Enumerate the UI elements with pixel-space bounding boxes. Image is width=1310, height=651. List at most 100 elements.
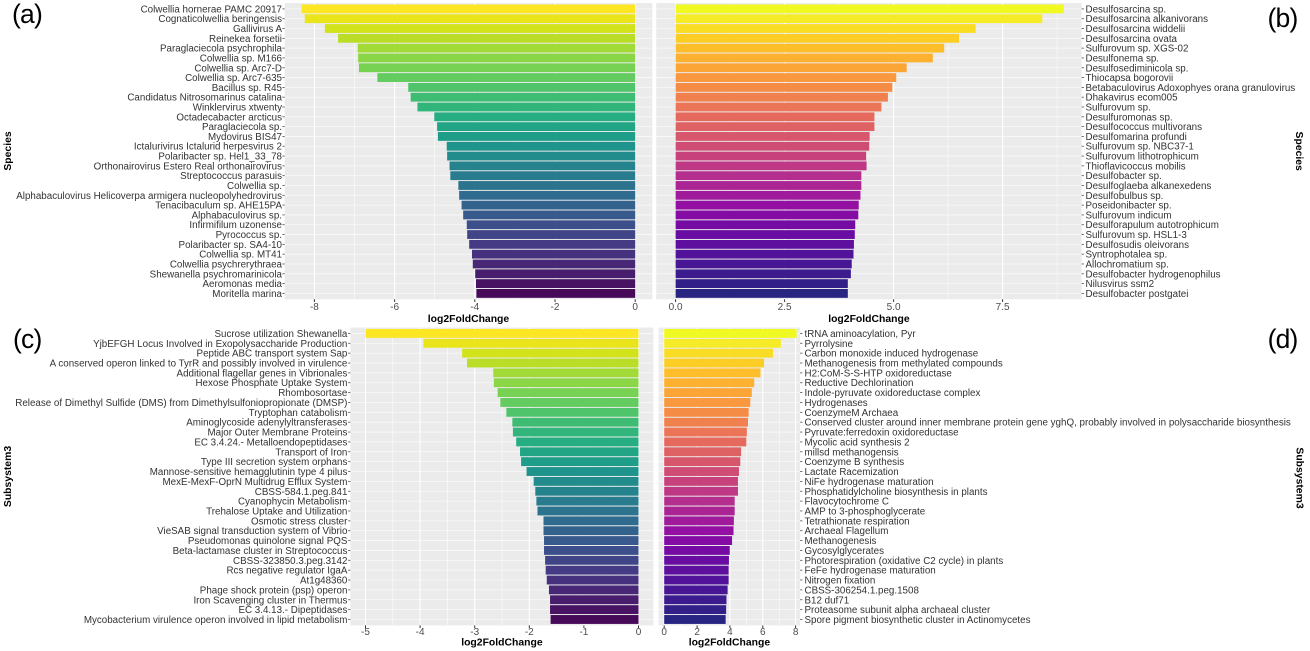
svg-text:Desulfosarcina alkanivorans: Desulfosarcina alkanivorans bbox=[1086, 14, 1209, 25]
svg-text:Archaeal Flagellum: Archaeal Flagellum bbox=[805, 526, 889, 537]
svg-text:Desulfococcus multivorans: Desulfococcus multivorans bbox=[1086, 122, 1203, 133]
svg-text:Methanogenesis: Methanogenesis bbox=[805, 536, 877, 547]
svg-text:MexE-MexF-OprN Multidrug Efflu: MexE-MexF-OprN Multidrug Efflux System bbox=[162, 477, 347, 488]
svg-text:log2FoldChange: log2FoldChange bbox=[828, 314, 910, 325]
svg-text:Iron Scavenging cluster in The: Iron Scavenging cluster in Thermus bbox=[193, 595, 347, 606]
svg-text:Paraglaciecola psychrophila: Paraglaciecola psychrophila bbox=[160, 44, 283, 55]
svg-text:5.0: 5.0 bbox=[887, 302, 901, 313]
svg-text:Desulfonema sp.: Desulfonema sp. bbox=[1086, 53, 1160, 64]
svg-text:Desulfosudis oleivorans: Desulfosudis oleivorans bbox=[1086, 240, 1190, 251]
svg-text:-4: -4 bbox=[470, 302, 479, 313]
svg-text:Streptococcus parasuis: Streptococcus parasuis bbox=[180, 171, 282, 182]
svg-text:Octadecabacter arcticus: Octadecabacter arcticus bbox=[176, 112, 282, 123]
svg-text:Shewanella psychromarinicola: Shewanella psychromarinicola bbox=[150, 269, 283, 280]
svg-text:millsd methanogensis: millsd methanogensis bbox=[805, 447, 899, 458]
svg-text:Reductive Dechlorination: Reductive Dechlorination bbox=[805, 378, 914, 389]
svg-text:Colwellia sp. Arc7-D: Colwellia sp. Arc7-D bbox=[194, 63, 282, 74]
svg-text:Rcs negative regulator IgaA: Rcs negative regulator IgaA bbox=[226, 566, 347, 577]
svg-text:CBSS-306254.1.peg.1508: CBSS-306254.1.peg.1508 bbox=[805, 585, 920, 596]
svg-text:Mycolic acid synthesis 2: Mycolic acid synthesis 2 bbox=[805, 437, 910, 448]
svg-text:Dhakavirus ecom005: Dhakavirus ecom005 bbox=[1086, 93, 1179, 104]
svg-text:Aminoglycoside adenylyltransfe: Aminoglycoside adenylyltransferases bbox=[186, 418, 347, 429]
svg-text:Species: Species bbox=[1293, 132, 1304, 172]
svg-text:log2FoldChange: log2FoldChange bbox=[428, 314, 510, 325]
svg-text:Desulfobacter sp.: Desulfobacter sp. bbox=[1086, 171, 1162, 182]
svg-text:Indole-pyruvate oxidoreductase: Indole-pyruvate oxidoreductase complex bbox=[805, 388, 981, 399]
svg-text:H2:CoM-S-S-HTP oxidoreductase: H2:CoM-S-S-HTP oxidoreductase bbox=[805, 368, 953, 379]
svg-text:Winklervirus xtwenty: Winklervirus xtwenty bbox=[193, 103, 282, 114]
svg-text:6: 6 bbox=[760, 627, 766, 638]
svg-text:Trehalose Uptake and Utilizati: Trehalose Uptake and Utilization bbox=[206, 506, 347, 517]
svg-text:Nitrogen fixation: Nitrogen fixation bbox=[805, 576, 876, 587]
svg-text:Osmotic stress cluster: Osmotic stress cluster bbox=[251, 516, 348, 527]
svg-text:-2: -2 bbox=[525, 627, 534, 638]
svg-text:Orthonairovirus Estero Real or: Orthonairovirus Estero Real orthonairovi… bbox=[94, 161, 283, 172]
svg-text:Alphabaculovirus Helicoverpa a: Alphabaculovirus Helicoverpa armigera nu… bbox=[16, 191, 282, 202]
svg-text:Cognaticolwellia beringensis: Cognaticolwellia beringensis bbox=[158, 14, 282, 25]
svg-text:2.5: 2.5 bbox=[778, 302, 792, 313]
svg-text:Species: Species bbox=[3, 131, 14, 171]
svg-text:8: 8 bbox=[793, 627, 799, 638]
svg-text:Sulfurovum sp. HSL1-3: Sulfurovum sp. HSL1-3 bbox=[1086, 230, 1188, 241]
svg-text:-5: -5 bbox=[361, 627, 370, 638]
svg-text:Phage shock protein (psp) oper: Phage shock protein (psp) operon bbox=[200, 585, 348, 596]
svg-text:(a): (a) bbox=[12, 0, 42, 29]
svg-text:Rhombosortase: Rhombosortase bbox=[278, 388, 348, 399]
svg-text:Transport of Iron: Transport of Iron bbox=[275, 447, 347, 458]
svg-text:Betabaculovirus Adoxophyes ora: Betabaculovirus Adoxophyes orana granulo… bbox=[1086, 83, 1296, 94]
svg-text:Ictalurivirus Ictalurid herpes: Ictalurivirus Ictalurid herpesvirus 2 bbox=[134, 142, 282, 153]
svg-text:Major Outer Membrane Proteins: Major Outer Membrane Proteins bbox=[207, 428, 347, 439]
svg-text:Release of Dimethyl Sulfide (D: Release of Dimethyl Sulfide (DMS) from D… bbox=[15, 398, 347, 409]
svg-text:Subsystem3: Subsystem3 bbox=[1293, 447, 1304, 508]
svg-text:0: 0 bbox=[636, 627, 642, 638]
svg-text:Bacillus sp. R45: Bacillus sp. R45 bbox=[212, 83, 283, 94]
svg-text:Sucrose utilization Shewanella: Sucrose utilization Shewanella bbox=[215, 329, 348, 340]
svg-text:Peptide ABC transport system S: Peptide ABC transport system Sap bbox=[197, 349, 348, 360]
svg-text:Desulfomarina profundi: Desulfomarina profundi bbox=[1086, 132, 1187, 143]
svg-text:Nilusvirus ssm2: Nilusvirus ssm2 bbox=[1086, 279, 1155, 290]
svg-text:Desulfuromonas sp.: Desulfuromonas sp. bbox=[1086, 112, 1173, 123]
svg-text:Hexose Phosphate Uptake System: Hexose Phosphate Uptake System bbox=[195, 378, 347, 389]
svg-text:log2FoldChange: log2FoldChange bbox=[689, 638, 771, 649]
svg-text:Sulfurovum lithotrophicum: Sulfurovum lithotrophicum bbox=[1086, 152, 1199, 163]
svg-text:Gallivirus A: Gallivirus A bbox=[233, 24, 282, 35]
svg-text:Alphabaculovirus sp.: Alphabaculovirus sp. bbox=[192, 210, 282, 221]
svg-text:(d): (d) bbox=[1268, 324, 1298, 354]
svg-text:Type III secretion system orph: Type III secretion system orphans bbox=[201, 457, 348, 468]
svg-text:Moritella marina: Moritella marina bbox=[212, 289, 282, 300]
svg-text:Flavocytochrome C: Flavocytochrome C bbox=[805, 497, 889, 508]
svg-text:Carbon monoxide induced hydrog: Carbon monoxide induced hydrogenase bbox=[805, 349, 979, 360]
svg-text:CBSS-323850.3.peg.3142: CBSS-323850.3.peg.3142 bbox=[233, 556, 347, 567]
svg-text:Pyrrolysine: Pyrrolysine bbox=[805, 339, 854, 350]
svg-text:Pseudomonas quinolone signal P: Pseudomonas quinolone signal PQS bbox=[188, 536, 348, 547]
svg-text:Cyanophycin Metabolism: Cyanophycin Metabolism bbox=[238, 497, 347, 508]
svg-text:Sulfurovum sp. XGS-02: Sulfurovum sp. XGS-02 bbox=[1086, 44, 1189, 55]
svg-text:Sulfurovum sp. NBC37-1: Sulfurovum sp. NBC37-1 bbox=[1086, 142, 1194, 153]
svg-text:EC 3.4.24.- Metalloendopeptida: EC 3.4.24.- Metalloendopeptidases bbox=[194, 437, 347, 448]
svg-text:YjbEFGH Locus Involved in Exop: YjbEFGH Locus Involved in Exopolysacchar… bbox=[93, 339, 347, 350]
svg-text:Colwellia sp. MT41: Colwellia sp. MT41 bbox=[199, 250, 282, 261]
svg-text:Desulfosarcina sp.: Desulfosarcina sp. bbox=[1086, 4, 1167, 15]
svg-text:Mannose-sensitive hemagglutini: Mannose-sensitive hemagglutinin type 4 p… bbox=[150, 467, 348, 478]
svg-text:Allochromatium sp.: Allochromatium sp. bbox=[1086, 259, 1169, 270]
svg-text:Sulfurovum indicum: Sulfurovum indicum bbox=[1086, 210, 1172, 221]
svg-text:Desulfobacter postgatei: Desulfobacter postgatei bbox=[1086, 289, 1189, 300]
svg-text:Colwellia psychrerythraea: Colwellia psychrerythraea bbox=[170, 259, 283, 270]
svg-text:-8: -8 bbox=[310, 302, 319, 313]
svg-text:0: 0 bbox=[661, 627, 667, 638]
svg-text:Additional flagellar genes in: Additional flagellar genes in Vibrionale… bbox=[177, 368, 348, 379]
svg-text:Mycobacterium virulence operon: Mycobacterium virulence operon involved … bbox=[84, 615, 348, 626]
svg-text:-1: -1 bbox=[579, 627, 588, 638]
svg-text:-3: -3 bbox=[470, 627, 479, 638]
svg-text:Desulfobulbus sp.: Desulfobulbus sp. bbox=[1086, 191, 1164, 202]
svg-text:VieSAB signal transduction sys: VieSAB signal transduction system of Vib… bbox=[157, 526, 348, 537]
svg-text:Spore pigment biosynthetic clu: Spore pigment biosynthetic cluster in Ac… bbox=[805, 615, 1031, 626]
svg-text:tRNA aminoacylation, Pyr: tRNA aminoacylation, Pyr bbox=[805, 329, 917, 340]
svg-text:A conserved operon linked to T: A conserved operon linked to TyrR and po… bbox=[50, 359, 348, 370]
svg-text:Thioflavicoccus mobilis: Thioflavicoccus mobilis bbox=[1086, 161, 1186, 172]
svg-text:2: 2 bbox=[694, 627, 700, 638]
svg-text:Reinekea forsetii: Reinekea forsetii bbox=[209, 34, 282, 45]
svg-text:Methanogenesis from methylated: Methanogenesis from methylated compounds bbox=[805, 359, 1003, 370]
svg-text:B12 duf71: B12 duf71 bbox=[805, 595, 850, 606]
svg-text:At1g48360: At1g48360 bbox=[300, 576, 348, 587]
